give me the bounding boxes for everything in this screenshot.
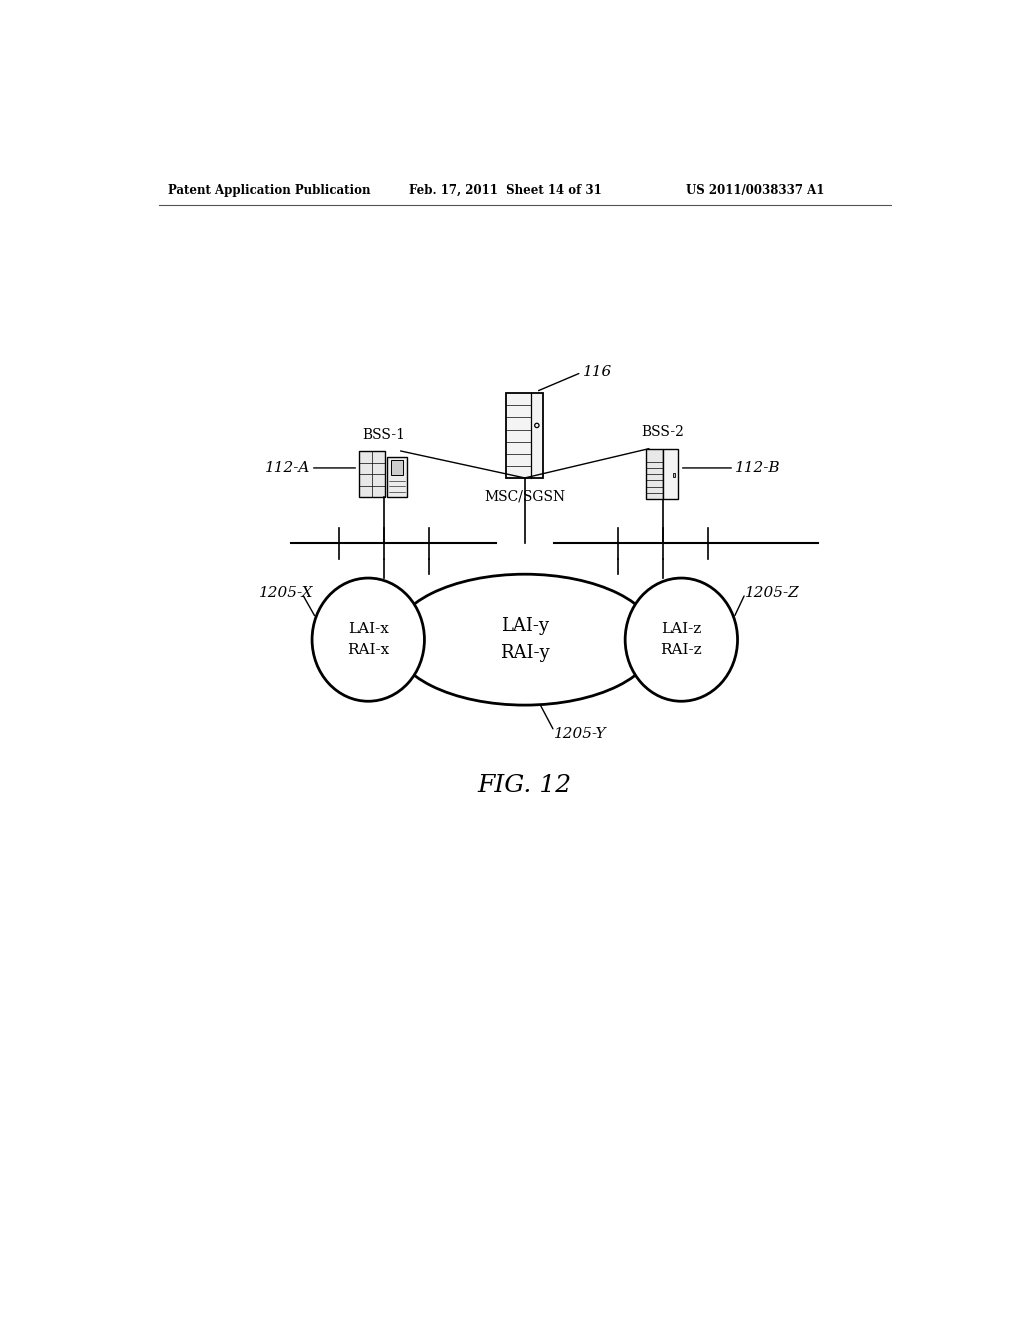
Bar [358, 451, 385, 498]
Text: US 2011/0038337 A1: US 2011/0038337 A1 [686, 185, 824, 197]
Text: 112-A: 112-A [265, 461, 310, 475]
Text: 1205-Y: 1205-Y [554, 727, 607, 742]
Bar [387, 457, 407, 498]
Text: LAI-x
RAI-x: LAI-x RAI-x [347, 622, 389, 657]
Text: 1205-X: 1205-X [259, 586, 314, 601]
Text: LAI-z
RAI-z: LAI-z RAI-z [660, 622, 702, 657]
Text: BSS-1: BSS-1 [362, 428, 406, 442]
Bar [506, 393, 544, 478]
Bar [664, 449, 678, 499]
Text: BSS-2: BSS-2 [641, 425, 684, 440]
Bar [646, 449, 663, 499]
Text: 116: 116 [583, 366, 612, 379]
Text: FIG. 12: FIG. 12 [478, 775, 571, 797]
Ellipse shape [626, 578, 737, 701]
Ellipse shape [312, 578, 424, 701]
Bar [390, 459, 403, 475]
Bar [673, 473, 675, 477]
Text: MSC/SGSN: MSC/SGSN [484, 490, 565, 503]
Text: Patent Application Publication: Patent Application Publication [168, 185, 371, 197]
Ellipse shape [393, 574, 656, 705]
Text: 112-B: 112-B [735, 461, 780, 475]
Text: LAI-y
RAI-y: LAI-y RAI-y [500, 618, 550, 661]
Text: 1205-Z: 1205-Z [745, 586, 800, 601]
Text: Feb. 17, 2011  Sheet 14 of 31: Feb. 17, 2011 Sheet 14 of 31 [409, 185, 601, 197]
